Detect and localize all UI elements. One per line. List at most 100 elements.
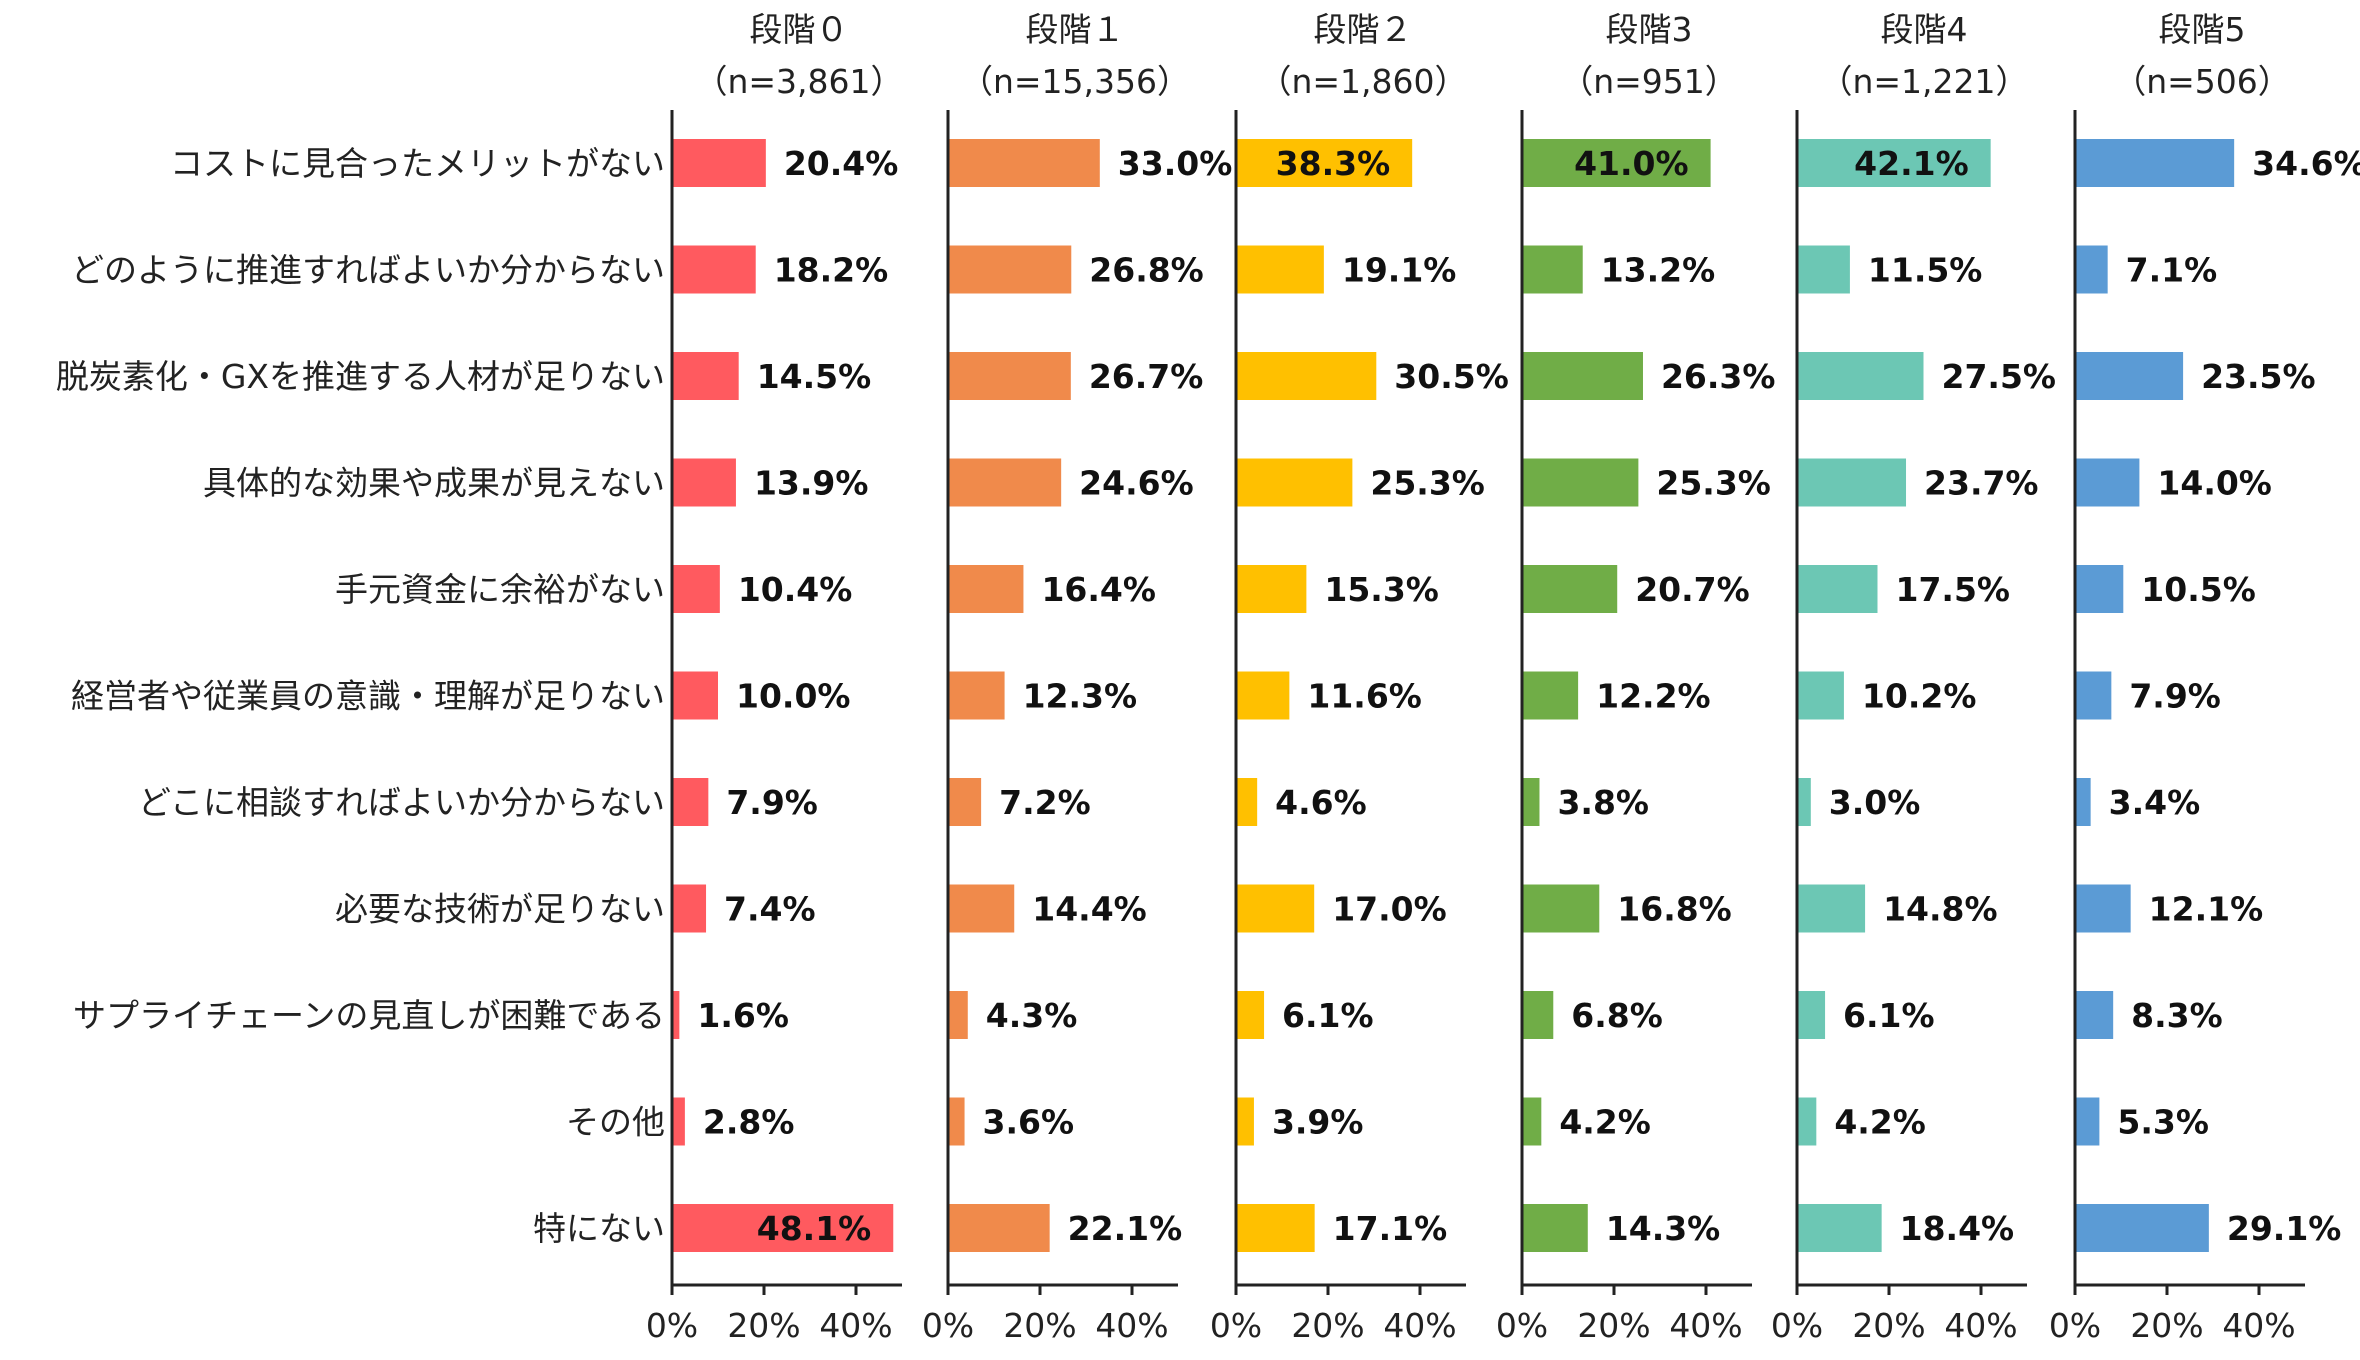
panel-title: 段階5 [2159,10,2246,49]
x-tick-label: 20% [1852,1306,1925,1345]
bar [948,778,982,826]
bar [1797,245,1850,294]
bar [1236,139,1413,187]
x-tick-label: 20% [1003,1306,1076,1345]
data-label: 29.1% [2227,1209,2342,1248]
data-label: 14.8% [1883,890,1998,929]
panel-n: （n=15,356） [960,62,1190,101]
bar [1797,671,1844,720]
bar [1797,1097,1817,1146]
data-label: 11.5% [1868,251,1983,290]
x-tick-label: 40% [1944,1306,2017,1345]
data-label: 17.5% [1896,570,2011,609]
bar [2075,1204,2209,1252]
data-label: 23.7% [1924,464,2039,503]
data-label: 7.4% [724,890,816,929]
x-tick-label: 40% [819,1306,892,1345]
bar [2075,139,2235,187]
bar [948,884,1015,933]
data-label: 20.4% [784,144,899,183]
bar [672,139,766,187]
data-label: 14.0% [2157,464,2272,503]
data-label: 13.2% [1601,251,1716,290]
bar [1797,778,1811,826]
bar [948,1204,1050,1252]
panel-n: （n=951） [1560,62,1738,101]
data-label: 25.3% [1370,464,1485,503]
bar [2075,245,2108,294]
panel-n: （n=506） [2113,62,2291,101]
bar [672,778,709,826]
bar [1797,1204,1882,1252]
category-label: 経営者や従業員の意識・理解が足りない [71,677,665,716]
bar [1797,884,1866,933]
bar [672,991,680,1039]
bar [1236,884,1315,933]
data-label: 18.2% [774,251,889,290]
category-label: どこに相談すればよいか分からない [138,783,665,822]
data-label: 4.2% [1834,1103,1926,1142]
x-tick-label: 0% [646,1306,698,1345]
panel-title: 段階１ [1026,10,1125,49]
data-label: 23.5% [2201,357,2316,396]
x-tick-label: 20% [1577,1306,1650,1345]
bar [672,352,739,400]
x-tick-label: 20% [727,1306,800,1345]
data-label: 17.1% [1333,1209,1448,1248]
bar [2075,352,2184,400]
bar [1522,458,1639,507]
data-label: 10.4% [738,570,853,609]
bar [672,671,718,720]
data-label: 3.6% [983,1103,1075,1142]
bar [1236,458,1353,507]
data-label: 3.4% [2109,783,2201,822]
category-labels: コストに見合ったメリットがないどのように推進すればよいか分からない脱炭素化・GX… [56,144,665,1248]
bar [1522,778,1540,826]
category-label: その他 [566,1103,665,1142]
bar [2075,991,2114,1039]
bar [1522,1204,1588,1252]
bar [672,884,707,933]
bar [672,1097,685,1146]
panel-title: 段階4 [1881,10,1968,49]
data-label: 6.8% [1571,996,1663,1035]
data-label: 8.3% [2131,996,2223,1035]
data-label: 15.3% [1324,570,1439,609]
x-tick-label: 0% [2049,1306,2101,1345]
x-tick-label: 40% [1383,1306,1456,1345]
data-label: 1.6% [697,996,789,1035]
data-label: 41.0% [1574,144,1689,183]
data-label: 26.7% [1089,357,1204,396]
data-label: 26.3% [1661,357,1776,396]
bar [1797,458,1907,507]
data-label: 4.6% [1275,783,1367,822]
bar [2075,1097,2100,1146]
bar [1522,352,1643,400]
data-label: 4.3% [986,996,1078,1035]
data-label: 48.1% [757,1209,872,1248]
bar [1797,565,1878,613]
bar [1236,1097,1254,1146]
panel: 段階０ （n=3,861） 20.4% 18.2% 14.5% 13.9% 10.4% 10.… [646,10,904,1345]
bar [948,245,1072,294]
x-tick-label: 40% [1669,1306,1742,1345]
data-label: 14.5% [757,357,872,396]
data-label: 3.8% [1557,783,1649,822]
x-tick-label: 40% [2222,1306,2295,1345]
data-label: 25.3% [1656,464,1771,503]
data-label: 7.1% [2126,251,2218,290]
x-tick-label: 40% [1095,1306,1168,1345]
data-label: 14.3% [1606,1209,1721,1248]
data-label: 3.0% [1829,783,1921,822]
bar [1236,1204,1315,1252]
data-label: 10.0% [736,677,851,716]
panel: 段階２ （n=1,860） 38.3% 19.1% 30.5% 25.3% 15.3% 11.… [1210,10,1509,1345]
data-label: 7.9% [2129,677,2221,716]
bar [1522,671,1579,720]
x-tick-label: 0% [1771,1306,1823,1345]
bar [1522,139,1711,187]
bar [2075,671,2112,720]
bar [948,352,1071,400]
data-label: 26.8% [1089,251,1204,290]
